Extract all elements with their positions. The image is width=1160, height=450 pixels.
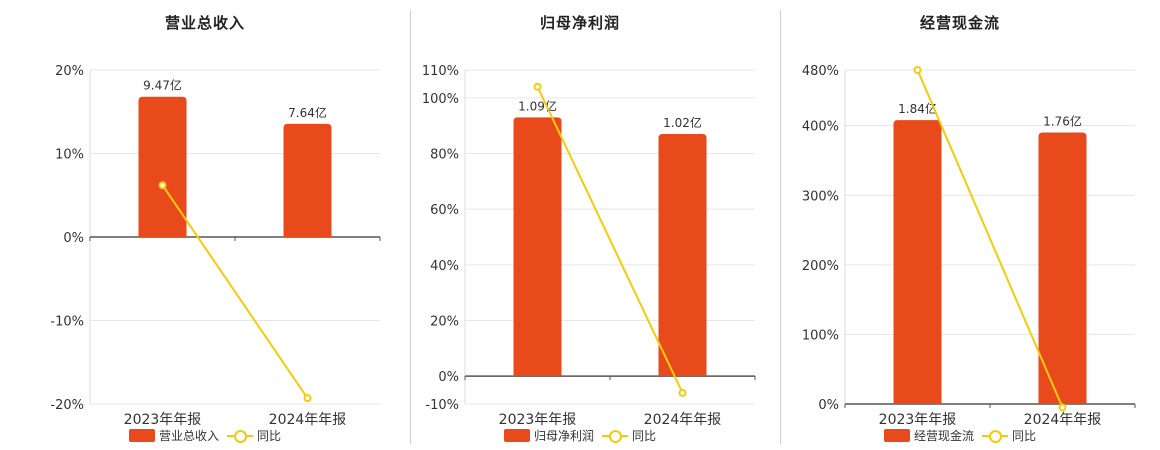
bar-value-label: 9.47亿 bbox=[143, 78, 182, 93]
y-tick-label: 60% bbox=[430, 203, 459, 218]
chart-title: 归母净利润 bbox=[539, 14, 620, 32]
y-tick-label: 110% bbox=[422, 64, 459, 79]
bar bbox=[513, 117, 562, 377]
legend-line-swatch bbox=[982, 429, 1008, 443]
x-tick-label: 2024年年报 bbox=[1024, 412, 1102, 428]
bar-value-label: 1.76亿 bbox=[1043, 113, 1082, 128]
legend-item-line[interactable]: 同比 bbox=[602, 427, 656, 444]
legend-item-bar[interactable]: 归母净利润 bbox=[503, 427, 594, 444]
y-tick-label: -20% bbox=[50, 398, 84, 413]
yoy-point bbox=[158, 181, 167, 190]
bar-value-label: 1.09亿 bbox=[518, 98, 557, 113]
bar-value-label: 1.84亿 bbox=[898, 101, 937, 116]
x-tick-label: 2023年年报 bbox=[879, 412, 957, 428]
legend-line-swatch bbox=[602, 429, 628, 443]
legend-bar-swatch bbox=[503, 429, 530, 442]
chart-legend: 经营现金流 同比 bbox=[775, 427, 1145, 444]
bar-value-label: 7.64亿 bbox=[288, 105, 327, 120]
chart-title: 经营现金流 bbox=[919, 14, 1000, 32]
y-tick-label: 80% bbox=[430, 148, 459, 163]
legend-bar-label: 归母净利润 bbox=[533, 429, 594, 443]
chart-svg: 110% 100% 80% 60% 40% 20% 0% -10% 1.09亿 1.02亿 2023… bbox=[422, 64, 756, 428]
yoy-point bbox=[913, 66, 922, 74]
legend-item-line[interactable]: 同比 bbox=[227, 427, 281, 444]
x-tick-label: 2023年年报 bbox=[124, 412, 202, 428]
legend-item-line[interactable]: 同比 bbox=[982, 427, 1036, 444]
chart-svg: 480% 400% 300% 200% 100% 0% 1.84亿 1.76亿 2023年年报 2… bbox=[802, 64, 1136, 428]
x-tick-label: 2024年年报 bbox=[269, 412, 347, 428]
y-tick-label: 0% bbox=[818, 398, 839, 413]
bar bbox=[893, 120, 942, 404]
yoy-point bbox=[678, 388, 687, 397]
y-tick-label: 300% bbox=[802, 189, 839, 204]
y-tick-label: 400% bbox=[802, 120, 839, 135]
y-tick-label: 480% bbox=[802, 64, 839, 79]
chart-panel-revenue: 营业总收入 20% 10% 0% -10% -20% 9.47亿 7.64亿 2023年年报 2… bbox=[20, 0, 390, 450]
x-tick-label: 2023年年报 bbox=[499, 412, 577, 428]
chart-svg: 20% 10% 0% -10% -20% 9.47亿 7.64亿 2023年年报 2024年年报 bbox=[50, 64, 381, 428]
bar bbox=[658, 133, 707, 377]
y-tick-label: 200% bbox=[802, 259, 839, 274]
bar bbox=[1038, 132, 1087, 404]
y-tick-label: 20% bbox=[430, 315, 459, 330]
y-tick-label: 0% bbox=[63, 231, 84, 246]
yoy-point bbox=[1058, 403, 1067, 412]
bar bbox=[283, 123, 332, 237]
legend-bar-swatch bbox=[128, 429, 155, 442]
chart-legend: 归母净利润 同比 bbox=[395, 427, 765, 444]
legend-line-label: 同比 bbox=[1012, 429, 1037, 443]
y-tick-label: 40% bbox=[430, 259, 459, 274]
yoy-point bbox=[303, 394, 312, 403]
legend-item-bar[interactable]: 经营现金流 bbox=[883, 427, 974, 444]
legend-item-bar[interactable]: 营业总收入 bbox=[128, 427, 219, 444]
chart-title: 营业总收入 bbox=[164, 14, 245, 32]
bar bbox=[138, 96, 187, 237]
yoy-line bbox=[536, 86, 684, 394]
yoy-point bbox=[533, 82, 542, 91]
y-tick-label: 100% bbox=[422, 92, 459, 107]
legend-line-label: 同比 bbox=[632, 429, 657, 443]
y-tick-label: 0% bbox=[438, 370, 459, 385]
y-tick-label: -10% bbox=[425, 398, 459, 413]
legend-line-swatch bbox=[227, 429, 253, 443]
y-tick-label: 20% bbox=[55, 64, 84, 79]
legend-bar-swatch bbox=[883, 429, 910, 442]
legend-line-label: 同比 bbox=[257, 429, 282, 443]
y-tick-label: 10% bbox=[55, 148, 84, 163]
y-tick-label: 100% bbox=[802, 328, 839, 343]
bar-value-label: 1.02亿 bbox=[663, 115, 702, 130]
yoy-line bbox=[161, 184, 309, 399]
yoy-line bbox=[916, 69, 1064, 408]
y-tick-label: -10% bbox=[50, 315, 84, 330]
x-tick-label: 2024年年报 bbox=[644, 412, 722, 428]
legend-bar-label: 经营现金流 bbox=[913, 429, 974, 443]
chart-legend: 营业总收入 同比 bbox=[20, 427, 390, 444]
chart-panel-cash-flow: 经营现金流 480% 400% 300% 200% 100% 0% 1.84亿 1.76亿 20… bbox=[775, 0, 1145, 450]
legend-bar-label: 营业总收入 bbox=[158, 429, 219, 443]
panel-divider bbox=[410, 10, 411, 444]
chart-panel-net-profit: 归母净利润 110% 100% 80% 60% 40% 20% 0% -10% 1.09亿 1.0… bbox=[395, 0, 765, 450]
panel-divider bbox=[780, 10, 781, 444]
